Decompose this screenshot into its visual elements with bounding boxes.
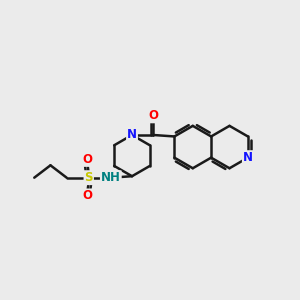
Text: O: O — [82, 189, 92, 203]
Text: N: N — [243, 151, 253, 164]
Text: NH: NH — [101, 171, 121, 184]
Text: N: N — [127, 128, 137, 142]
Text: S: S — [85, 171, 93, 184]
Text: O: O — [148, 109, 158, 122]
Text: O: O — [82, 153, 92, 166]
